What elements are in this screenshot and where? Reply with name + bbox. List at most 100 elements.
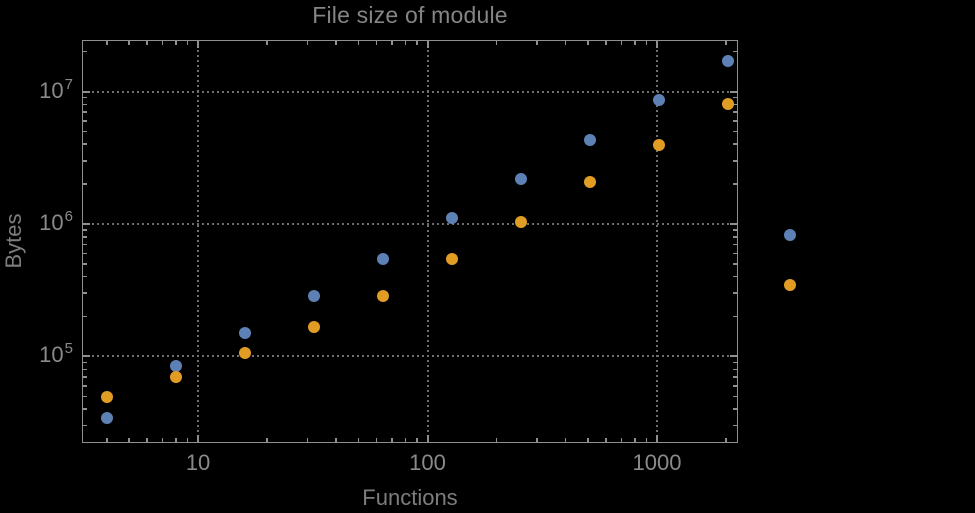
tick-mark xyxy=(335,41,337,45)
data-point-series-1-blue xyxy=(515,172,528,185)
tick-mark xyxy=(730,90,737,93)
tick-mark xyxy=(391,41,393,45)
tick-mark xyxy=(357,41,360,45)
tick-mark xyxy=(83,236,87,238)
tick-mark xyxy=(620,41,623,45)
tick-mark xyxy=(83,368,87,370)
tick-mark xyxy=(733,243,737,246)
tick-mark xyxy=(645,438,648,442)
y-tick-base: 10 xyxy=(39,77,64,103)
tick-mark xyxy=(733,183,737,185)
tick-mark xyxy=(83,376,87,378)
tick-mark xyxy=(83,395,87,398)
tick-mark xyxy=(266,438,268,442)
tick-mark xyxy=(733,275,737,278)
y-tick-base: 10 xyxy=(39,342,64,368)
x-tick-label-10: 10 xyxy=(185,450,211,475)
tick-mark xyxy=(426,435,429,442)
tick-mark xyxy=(83,424,87,427)
gridline-y-10e6 xyxy=(82,222,738,225)
tick-mark xyxy=(416,41,418,45)
tick-mark xyxy=(161,438,164,442)
tick-mark xyxy=(495,438,498,442)
tick-mark xyxy=(197,435,200,442)
tick-mark xyxy=(161,41,164,45)
data-point-series-1-blue xyxy=(238,327,251,340)
tick-mark xyxy=(733,252,737,255)
tick-mark xyxy=(426,41,429,48)
tick-mark xyxy=(306,41,309,45)
tick-mark xyxy=(733,103,737,106)
tick-mark xyxy=(656,435,658,442)
tick-mark xyxy=(404,438,407,442)
tick-mark xyxy=(730,355,737,358)
tick-mark xyxy=(730,222,737,225)
tick-mark xyxy=(564,438,567,442)
tick-mark xyxy=(83,243,87,246)
tick-mark xyxy=(495,41,498,45)
y-tick-exponent: 6 xyxy=(64,207,73,225)
tick-mark xyxy=(83,252,87,255)
tick-mark xyxy=(83,90,90,93)
tick-mark xyxy=(83,263,87,265)
data-point-series-2-orange xyxy=(584,176,597,189)
gridline-x-10 xyxy=(197,40,200,443)
tick-mark xyxy=(587,41,589,45)
y-tick-label-10e6: 106 xyxy=(0,205,73,244)
tick-mark xyxy=(175,41,177,45)
tick-mark xyxy=(725,41,727,45)
tick-mark xyxy=(83,229,87,231)
tick-mark xyxy=(733,292,737,294)
tick-mark xyxy=(186,41,189,45)
tick-mark xyxy=(83,120,87,122)
data-point-series-2-orange xyxy=(515,215,528,228)
tick-mark xyxy=(175,438,177,442)
tick-mark xyxy=(733,111,737,113)
tick-mark xyxy=(656,41,658,48)
data-point-series-2-orange xyxy=(653,138,666,151)
tick-mark xyxy=(733,236,737,238)
x-tick-label-1000: 1000 xyxy=(632,450,682,475)
tick-mark xyxy=(733,385,737,387)
tick-mark xyxy=(83,361,87,364)
y-tick-base: 10 xyxy=(39,209,64,235)
tick-mark xyxy=(83,160,87,162)
tick-mark xyxy=(83,103,87,106)
tick-mark xyxy=(106,438,108,442)
tick-mark xyxy=(146,41,148,45)
tick-mark xyxy=(335,438,337,442)
tick-mark xyxy=(375,438,378,442)
data-point-series-2-orange xyxy=(446,253,459,265)
tick-mark xyxy=(83,355,90,358)
data-point-series-1-blue xyxy=(446,211,459,224)
data-point-series-1-blue xyxy=(377,253,390,265)
y-tick-label-10e5: 105 xyxy=(0,337,73,376)
tick-mark xyxy=(605,438,607,442)
tick-mark xyxy=(83,183,87,185)
gridline-x-100 xyxy=(426,40,429,443)
data-point-series-1-blue xyxy=(722,55,735,68)
tick-mark xyxy=(357,438,360,442)
tick-mark xyxy=(733,315,737,318)
tick-mark xyxy=(733,160,737,162)
tick-mark xyxy=(106,41,108,45)
tick-mark xyxy=(536,438,538,442)
data-point-series-2-orange xyxy=(169,370,182,383)
tick-mark xyxy=(587,438,589,442)
tick-mark xyxy=(197,41,200,48)
data-point-series-1-blue xyxy=(100,412,113,425)
tick-mark xyxy=(83,143,87,145)
gridline-x-1000 xyxy=(656,40,658,443)
tick-mark xyxy=(404,41,407,45)
tick-mark xyxy=(733,50,737,53)
data-point-series-1-blue xyxy=(169,359,182,372)
plot-area xyxy=(82,40,738,443)
data-point-series-2-orange xyxy=(238,347,251,360)
y-tick-exponent: 5 xyxy=(64,340,73,358)
y-tick-label-10e7: 107 xyxy=(0,73,73,112)
tick-mark xyxy=(564,41,567,45)
tick-mark xyxy=(634,438,636,442)
tick-mark xyxy=(725,438,727,442)
data-point-series-2-orange xyxy=(100,391,113,404)
